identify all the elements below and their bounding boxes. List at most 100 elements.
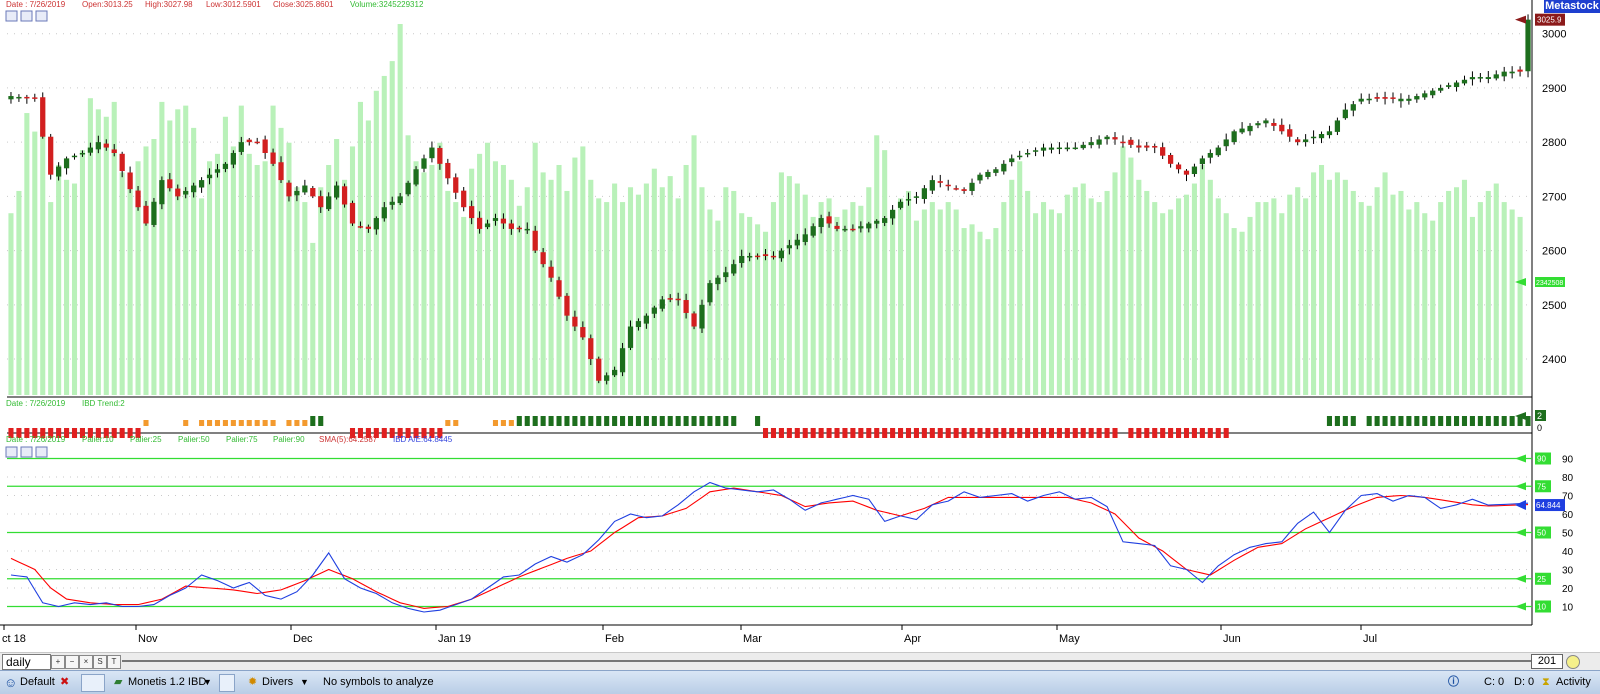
chart-type-button[interactable]	[81, 674, 105, 692]
level-marker-label: 10	[1537, 603, 1546, 612]
trend-bar	[40, 428, 46, 438]
trend-bar	[8, 428, 14, 438]
volume-bar	[842, 209, 848, 395]
layout-name[interactable]: Monetis 1.2 IBD	[128, 676, 207, 688]
chevron-down-icon[interactable]: ▼	[300, 677, 309, 687]
trend-bar	[858, 428, 864, 438]
trend-header-title: IBD Trend:2	[82, 399, 125, 408]
ibd-header-p10: Palier:10	[82, 435, 114, 444]
layout-default[interactable]: Default	[20, 676, 55, 688]
header-low: Low:3012.5901	[206, 0, 261, 9]
candle-body	[278, 162, 284, 181]
zoom-in-icon[interactable]: +	[51, 655, 65, 669]
ibd-header-ibd: IBD A/E:64.8445	[393, 435, 453, 444]
candle-body	[1477, 77, 1483, 79]
candle-body	[1461, 79, 1468, 84]
trend-bar	[492, 420, 499, 426]
volume-bar	[524, 187, 530, 395]
candle-body	[707, 283, 713, 303]
ibd-tick-label: 60	[1562, 510, 1574, 521]
zoom-out-icon[interactable]: −	[65, 655, 79, 669]
candle-body	[548, 266, 554, 278]
candle-body	[56, 166, 62, 177]
volume-bar	[270, 105, 276, 396]
volume-bar	[1001, 202, 1007, 395]
candle-body	[882, 218, 888, 223]
bars-count[interactable]: 201	[1531, 654, 1563, 669]
candle-body	[246, 139, 252, 143]
volume-bar	[405, 135, 411, 396]
header-open: Open:3013.25	[82, 0, 133, 9]
volume-bar	[683, 164, 689, 395]
status-bar: ☺ Default ✖ ▰ Monetis 1.2 IBD ▼ ✹ Divers…	[0, 670, 1600, 694]
sma-line	[10, 487, 1529, 609]
info-icon[interactable]: ⓘ	[1448, 676, 1459, 688]
indicator-icon	[35, 10, 48, 22]
candle-body	[905, 199, 912, 201]
time-bar: daily + − × S T 201	[0, 652, 1600, 670]
candle-body	[405, 182, 411, 195]
volume-bar	[413, 161, 419, 395]
ibd-marker	[1535, 499, 1565, 512]
volume-bar	[48, 202, 54, 395]
chevron-down-icon[interactable]: ▼	[203, 677, 212, 687]
candle-body	[619, 348, 626, 373]
period-select[interactable]: daily	[2, 654, 51, 670]
trend-bar	[810, 428, 816, 438]
volume-bar	[739, 213, 745, 395]
zoom-reset-icon[interactable]: ×	[79, 655, 93, 669]
volume-bar	[461, 216, 467, 395]
activity-label[interactable]: Activity	[1556, 676, 1591, 688]
trend-bar	[993, 428, 999, 438]
volume-bar	[222, 116, 228, 395]
candle-body	[604, 375, 610, 381]
trend-bar	[1168, 428, 1174, 438]
volume-bar	[993, 228, 999, 395]
volume-bar	[723, 187, 729, 395]
user-icon[interactable]: ☺	[4, 675, 18, 690]
gear-icon[interactable]: ✹	[248, 676, 258, 688]
trend-bar	[778, 428, 784, 438]
candle-body	[1001, 163, 1007, 172]
candle-body	[1406, 98, 1412, 101]
volume-bar	[747, 216, 753, 395]
trend-bar	[1048, 428, 1055, 438]
trend-bar	[921, 428, 927, 438]
candle-body	[167, 179, 173, 189]
trend-bar	[421, 428, 427, 438]
trend-bar	[24, 428, 30, 438]
volume-bar	[1247, 216, 1253, 395]
volume-bar	[588, 179, 594, 395]
scroll-track[interactable]	[122, 660, 1532, 662]
window-button[interactable]	[219, 674, 235, 692]
volume-bar	[1120, 146, 1126, 395]
divers-menu[interactable]: Divers	[262, 676, 294, 688]
close-icon[interactable]: ✖	[60, 676, 70, 688]
candle-body	[1152, 145, 1158, 148]
trend-bar	[373, 428, 379, 438]
candle-body	[1263, 120, 1269, 124]
trend-bar	[1422, 416, 1428, 426]
volume-bar	[1477, 202, 1483, 395]
candle-body	[1525, 19, 1531, 72]
circle-icon[interactable]	[1566, 655, 1580, 669]
volume-bar	[953, 209, 959, 395]
trend-bar	[214, 420, 221, 426]
indicator-icon	[35, 446, 48, 458]
indicator-icon	[5, 10, 18, 22]
candle-body	[810, 226, 816, 236]
volume-bar	[620, 202, 626, 395]
t-icon[interactable]: T	[107, 655, 121, 669]
header-close: Close:3025.8601	[273, 0, 334, 9]
candle-body	[318, 196, 324, 208]
ibd-tick-label: 90	[1562, 455, 1574, 466]
candle-body	[651, 307, 657, 314]
volume-bar	[111, 101, 117, 395]
volume-bar	[167, 120, 173, 396]
s-icon[interactable]: S	[93, 655, 107, 669]
candle-body	[1096, 139, 1102, 145]
volume-bar	[659, 187, 665, 395]
volume-bar	[342, 179, 348, 395]
candle-body	[889, 209, 896, 219]
trend-bar	[1112, 428, 1118, 438]
